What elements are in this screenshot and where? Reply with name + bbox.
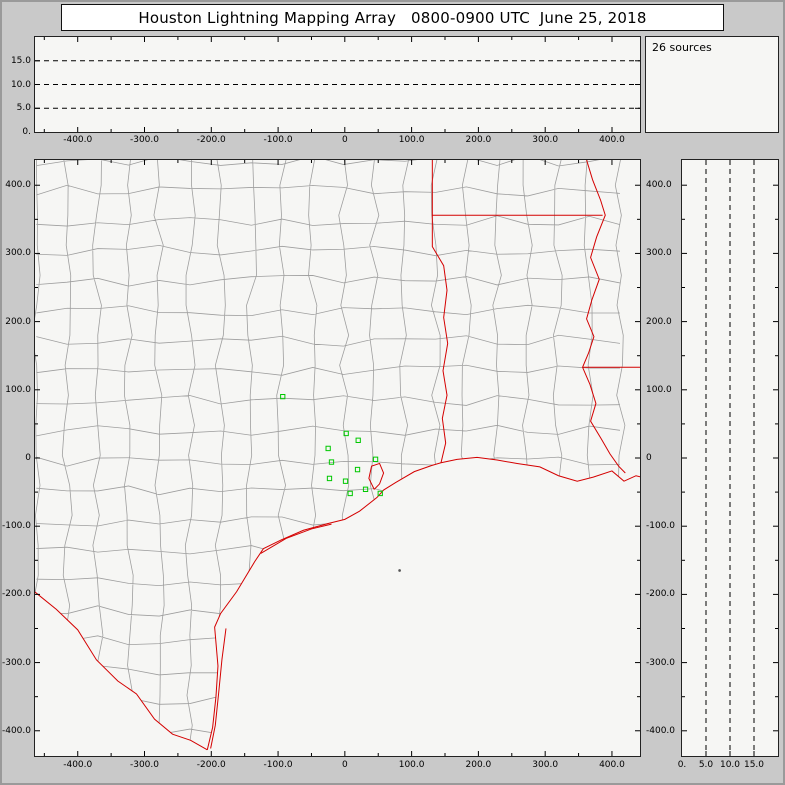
tick-label-northsouth: 200.0 [5,316,31,327]
tick-label-altitude: 10.0 [10,79,31,90]
tick-label-northsouth: 0 [646,453,652,463]
map-canvas [35,160,640,756]
altitude-vs-northsouth-panel [681,159,779,757]
tick-label-northsouth: -100.0 [646,521,676,532]
tick-label-eastwest: -300.0 [129,135,159,145]
altitude-ew-canvas [35,37,640,132]
tick-label-northsouth: -400.0 [1,725,31,736]
tick-label-eastwest: -200.0 [196,135,226,145]
tick-label-eastwest: -100.0 [263,135,293,145]
map-axis-ticks [35,160,640,756]
tick-label-northsouth: 200.0 [646,316,672,327]
county-boundaries [35,160,625,756]
tick-label-altitude: 0. [677,760,687,770]
title-bar: Houston Lightning Mapping Array 0800-090… [61,4,724,31]
tick-label-eastwest: -400.0 [63,760,93,770]
tick-label-eastwest: 100.0 [398,760,425,770]
tick-label-eastwest: -400.0 [63,135,93,145]
altitude-vs-eastwest-panel [34,36,641,133]
plan-view-map-panel [34,159,641,757]
window-title: Houston Lightning Mapping Array 0800-090… [138,8,647,27]
tick-label-northsouth: -400.0 [646,725,676,736]
tick-label-northsouth: 300.0 [646,248,672,259]
tick-label-northsouth: 400.0 [646,180,672,191]
tick-label-northsouth: 400.0 [5,180,31,191]
tick-label-eastwest: 0 [341,760,348,770]
tick-label-eastwest: 200.0 [465,135,492,145]
tick-label-northsouth: -200.0 [1,589,31,600]
tick-label-altitude: 10.0 [719,760,741,770]
tick-label-altitude: 5.0 [698,760,714,770]
state-borders-coastline [35,160,640,750]
tick-label-altitude: 5.0 [16,103,31,114]
tick-label-eastwest: -200.0 [196,760,226,770]
tick-label-eastwest: 400.0 [599,135,625,145]
tick-label-northsouth: -200.0 [646,589,676,600]
sources-count-panel: 26 sources [645,36,779,133]
tick-label-altitude: 0. [22,127,31,137]
lightning-source-dot [398,569,401,572]
tick-label-eastwest: 0 [341,135,348,145]
tick-label-northsouth: 0 [25,453,31,463]
tick-label-northsouth: -300.0 [1,657,31,668]
tick-label-northsouth: -100.0 [1,521,31,532]
lma-station-markers [281,394,383,495]
tick-label-eastwest: 100.0 [398,135,425,145]
sources-count-label: 26 sources [652,41,712,54]
tick-label-northsouth: 100.0 [646,384,672,395]
tick-label-eastwest: 200.0 [465,760,492,770]
tick-label-eastwest: 300.0 [532,760,559,770]
tick-label-eastwest: -100.0 [263,760,293,770]
altitude-ns-canvas [682,160,778,756]
tick-label-northsouth: 100.0 [5,384,31,395]
tick-label-northsouth: 300.0 [5,248,31,259]
tick-label-eastwest: 400.0 [599,760,625,770]
tick-label-northsouth: -300.0 [646,657,676,668]
tick-label-altitude: 15.0 [743,760,765,770]
tick-label-eastwest: 300.0 [532,135,559,145]
tick-label-altitude: 15.0 [10,55,31,66]
tick-label-eastwest: -300.0 [129,760,159,770]
